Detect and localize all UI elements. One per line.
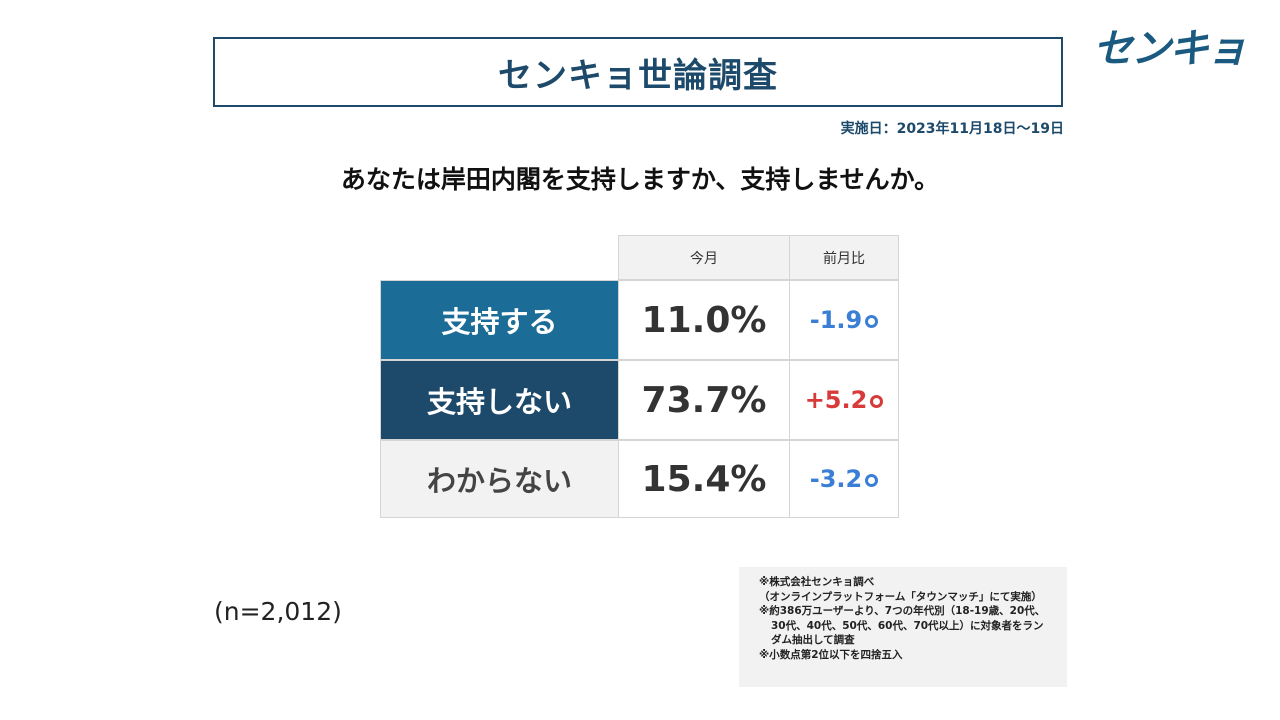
row-change: -1.9 [789, 280, 899, 360]
footnote-line: （オンラインプラットフォーム「タウンマッチ」にて実施） [759, 590, 1042, 603]
row-label: 支持する [380, 280, 619, 360]
survey-date: 実施日：2023年11月18日〜19日 [840, 121, 1064, 137]
row-change: -3.2 [789, 440, 899, 518]
footnote-line: ※小数点第2位以下を四捨五入 [759, 648, 903, 661]
column-header-current: 今月 [618, 235, 790, 280]
change-value: -3.2 [809, 465, 863, 493]
row-label: 支持しない [380, 360, 619, 440]
row-value: 73.7% [618, 360, 790, 440]
sample-size: (n=2,012) [214, 597, 342, 626]
footnote-line: ※株式会社センキョ調べ [759, 576, 875, 588]
footnote-line: ダム抽出して調査 [771, 634, 855, 646]
footnote-line: ※約386万ユーザーより、7つの年代別（18-19歳、20代、 [759, 605, 1046, 617]
arrow-down-icon [865, 314, 879, 328]
results-table: 今月 前月比 支持する 11.0% -1.9 支持しない 73.7% +5.2 わからない 1… [380, 235, 900, 520]
change-value: -1.9 [809, 306, 863, 334]
footnotes: ※株式会社センキョ調べ （オンラインプラットフォーム「タウンマッチ」にて実施） … [739, 567, 1067, 687]
brand-logo: センキョ [1093, 26, 1247, 72]
arrow-down-icon [865, 473, 879, 487]
footnote-line: 30代、40代、50代、60代、70代以上）に対象者をラン [771, 619, 1044, 632]
column-header-change: 前月比 [789, 235, 899, 280]
row-change: +5.2 [789, 360, 899, 440]
row-label: わからない [380, 440, 619, 518]
row-value: 15.4% [618, 440, 790, 518]
survey-question: あなたは岸田内閣を支持しますか、支持しませんか。 [340, 165, 940, 194]
row-value: 11.0% [618, 280, 790, 360]
title-box: センキョ世論調査 [213, 37, 1063, 107]
arrow-up-icon [870, 394, 884, 408]
page-title: センキョ世論調査 [498, 55, 778, 96]
change-value: +5.2 [804, 386, 868, 414]
